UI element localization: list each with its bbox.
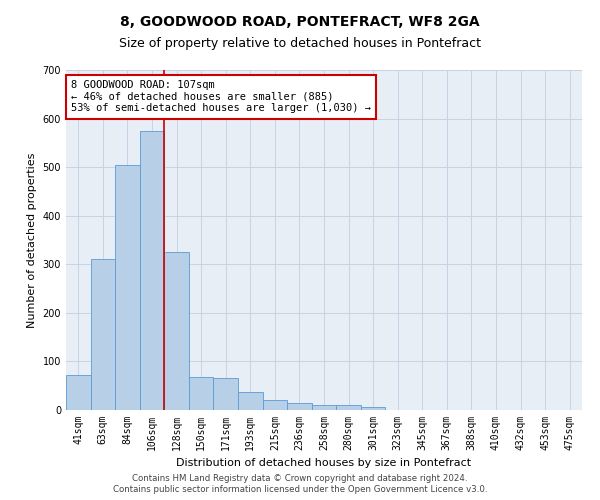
X-axis label: Distribution of detached houses by size in Pontefract: Distribution of detached houses by size … (176, 458, 472, 468)
Bar (189, 378, 214, 410)
Bar (263, 400, 287, 410)
Text: 8, GOODWOOD ROAD, PONTEFRACT, WF8 2GA: 8, GOODWOOD ROAD, PONTEFRACT, WF8 2GA (120, 15, 480, 29)
Text: 8 GOODWOOD ROAD: 107sqm
← 46% of detached houses are smaller (885)
53% of semi-d: 8 GOODWOOD ROAD: 107sqm ← 46% of detache… (71, 80, 371, 114)
Bar (312, 404, 336, 410)
Bar (140, 130, 164, 410)
Text: Contains HM Land Registry data © Crown copyright and database right 2024.
Contai: Contains HM Land Registry data © Crown c… (113, 474, 487, 494)
Bar (336, 405, 361, 410)
Bar (91, 260, 115, 410)
Bar (287, 402, 312, 410)
Text: Size of property relative to detached houses in Pontefract: Size of property relative to detached ho… (119, 38, 481, 51)
Bar (214, 378, 238, 410)
Bar (361, 406, 385, 410)
Bar (238, 392, 263, 410)
Bar (115, 164, 140, 410)
Bar (66, 375, 91, 410)
Y-axis label: Number of detached properties: Number of detached properties (27, 152, 37, 328)
Bar (164, 252, 189, 410)
